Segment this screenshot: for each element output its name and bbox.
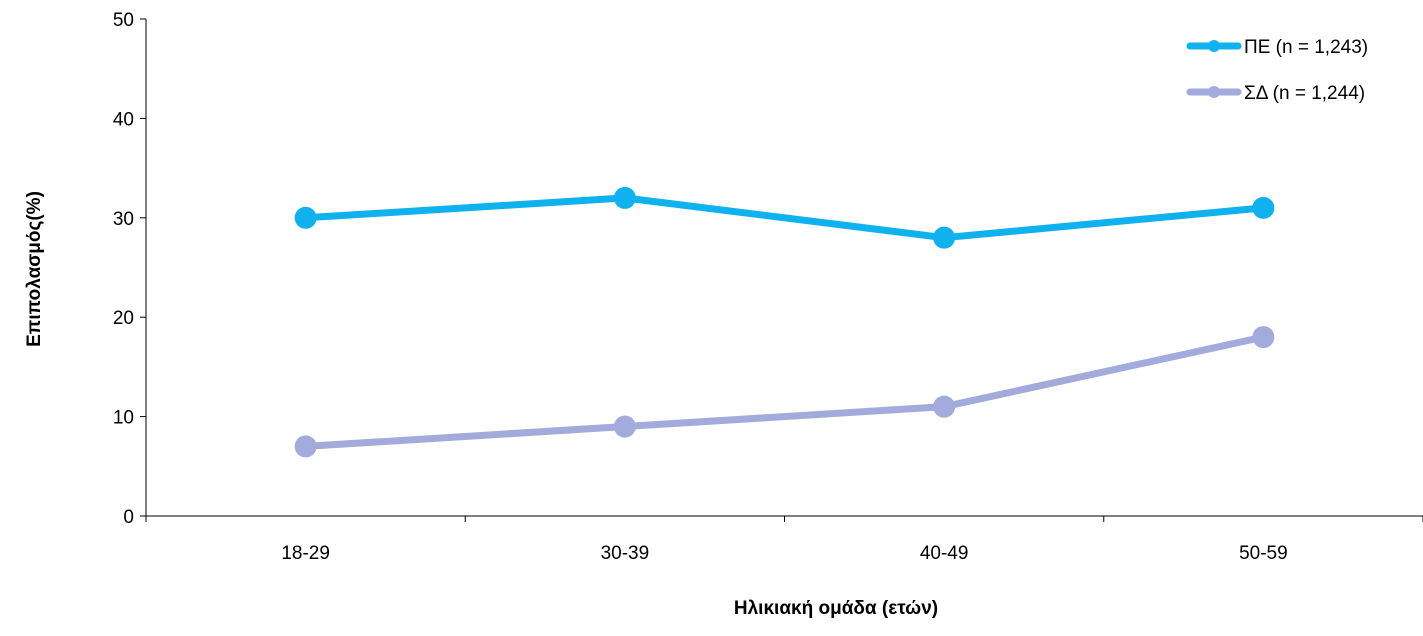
y-axis-title: Επιπολασμός(%) bbox=[24, 191, 45, 347]
y-tick-label: 50 bbox=[113, 10, 134, 31]
series-layer bbox=[294, 186, 1275, 458]
legend-swatch-marker bbox=[1208, 86, 1220, 98]
x-axis-title: Ηλικιακή ομάδα (ετών) bbox=[734, 598, 938, 619]
y-tick-label: 30 bbox=[113, 209, 134, 230]
data-point bbox=[294, 206, 317, 229]
y-ticks: 0 10 20 30 40 50 bbox=[113, 10, 146, 528]
x-tick-label: 50-59 bbox=[1239, 543, 1288, 564]
y-tick-label: 20 bbox=[113, 308, 134, 329]
data-point bbox=[294, 435, 317, 458]
x-ticks: 18-29 30-39 40-49 50-59 bbox=[145, 516, 1423, 564]
y-tick-label: 10 bbox=[113, 408, 134, 429]
data-point bbox=[933, 226, 956, 249]
data-point bbox=[613, 186, 636, 209]
series-line-1 bbox=[302, 194, 1267, 242]
legend: ΠΕ (n = 1,243) ΣΔ (n = 1,244) bbox=[1186, 37, 1368, 104]
y-tick-label: 0 bbox=[123, 507, 134, 528]
legend-label: ΠΕ (n = 1,243) bbox=[1244, 37, 1368, 58]
data-point bbox=[613, 415, 636, 438]
x-tick-label: 40-49 bbox=[920, 543, 969, 564]
legend-label: ΣΔ (n = 1,244) bbox=[1244, 83, 1365, 104]
x-tick-label: 30-39 bbox=[601, 543, 650, 564]
data-point bbox=[1252, 326, 1275, 349]
x-tick-label: 18-29 bbox=[281, 543, 330, 564]
series-line-2 bbox=[302, 333, 1267, 450]
legend-swatch-marker bbox=[1208, 40, 1220, 52]
data-point bbox=[1252, 196, 1275, 219]
y-tick-label: 40 bbox=[113, 109, 134, 130]
data-point bbox=[933, 395, 956, 418]
